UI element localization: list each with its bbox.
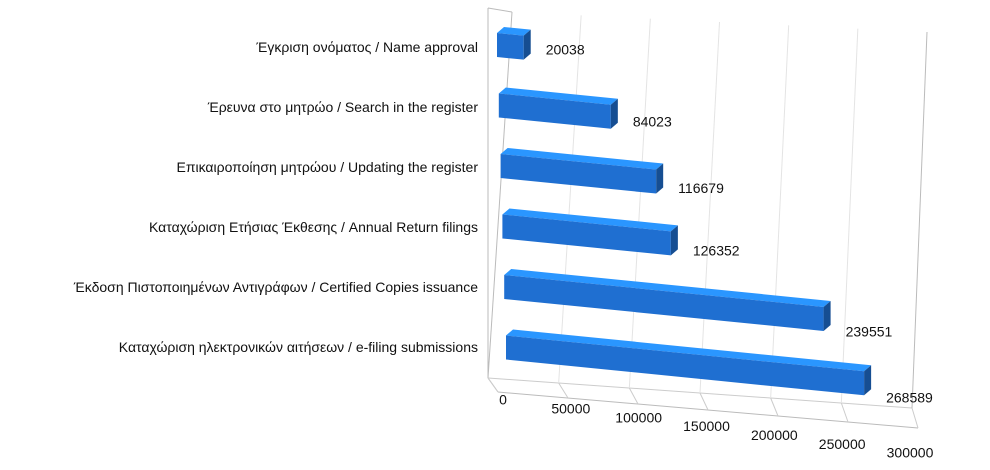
category-text: Καταχώριση ηλεκτρονικών αιτήσεων / e-fil…	[118, 339, 478, 355]
tick-mark	[699, 392, 709, 411]
x-tick-label: 300000	[887, 445, 934, 461]
tick-mark	[628, 387, 639, 405]
category-text: Έρευνα στο μητρώο / Search in the regist…	[207, 99, 478, 115]
value-label: 116679	[678, 180, 724, 196]
value-label: 20038	[546, 41, 585, 57]
x-tick-label: 50000	[551, 401, 590, 417]
value-label: 268589	[886, 389, 933, 405]
bar-top	[502, 208, 678, 232]
bar-top	[497, 27, 531, 36]
value-label: 126352	[693, 242, 740, 258]
x-tick-label: 0	[499, 392, 507, 408]
tick-mark	[840, 402, 849, 423]
x-tick-label: 200000	[751, 427, 798, 443]
bar	[497, 33, 524, 60]
bar	[500, 154, 657, 194]
y-tick-label: Έγκριση ονόματος / Name approval	[8, 38, 478, 56]
grid-line	[628, 18, 651, 389]
back-wall-edge	[487, 7, 513, 13]
tick-mark	[558, 382, 569, 399]
x-tick-label: 150000	[683, 418, 730, 434]
y-tick-label: Έρευνα στο μητρώο / Search in the regist…	[8, 98, 478, 116]
bar-top	[504, 269, 831, 307]
bar	[504, 275, 824, 331]
y-tick-label: Καταχώριση Ετήσιας Έκθεσης / Annual Retu…	[8, 218, 478, 236]
bar-side	[523, 29, 531, 60]
tick-mark	[911, 407, 919, 429]
grid-line	[558, 15, 582, 384]
x-tick-label: 250000	[819, 436, 866, 452]
bar-top	[500, 148, 664, 170]
y-tick-label: Επικαιροποίηση μητρώου / Updating the re…	[8, 158, 478, 176]
bar-side	[610, 98, 618, 129]
bar-side	[864, 365, 872, 396]
y-tick-label: Έκδοση Πιστοποιημένων Αντιγράφων / Certi…	[8, 278, 478, 296]
tick-mark	[487, 377, 499, 393]
category-text: Έκδοση Πιστοποιημένων Αντιγράφων / Certi…	[73, 279, 478, 295]
grid-line	[487, 11, 513, 379]
grid-line	[770, 25, 790, 399]
bar-side	[656, 163, 664, 194]
bar-top	[506, 329, 872, 372]
bar-side	[670, 225, 678, 256]
bar	[502, 214, 671, 256]
bar	[506, 335, 865, 396]
category-text: Επικαιροποίηση μητρώου / Updating the re…	[176, 159, 478, 175]
bar-side	[823, 300, 831, 331]
x-tick-label: 100000	[615, 409, 662, 425]
grid-line	[911, 31, 928, 409]
value-label: 84023	[633, 114, 672, 130]
value-label: 239551	[846, 324, 893, 340]
tick-mark	[770, 397, 779, 417]
grid-line	[699, 21, 720, 394]
category-text: Έγκριση ονόματος / Name approval	[256, 39, 478, 55]
bar-top	[498, 87, 618, 105]
grid-line	[840, 28, 859, 404]
category-text: Καταχώριση Ετήσιας Έκθεσης / Annual Retu…	[149, 219, 478, 235]
y-tick-label: Καταχώριση ηλεκτρονικών αιτήσεων / e-fil…	[8, 338, 478, 356]
bar	[498, 93, 611, 129]
